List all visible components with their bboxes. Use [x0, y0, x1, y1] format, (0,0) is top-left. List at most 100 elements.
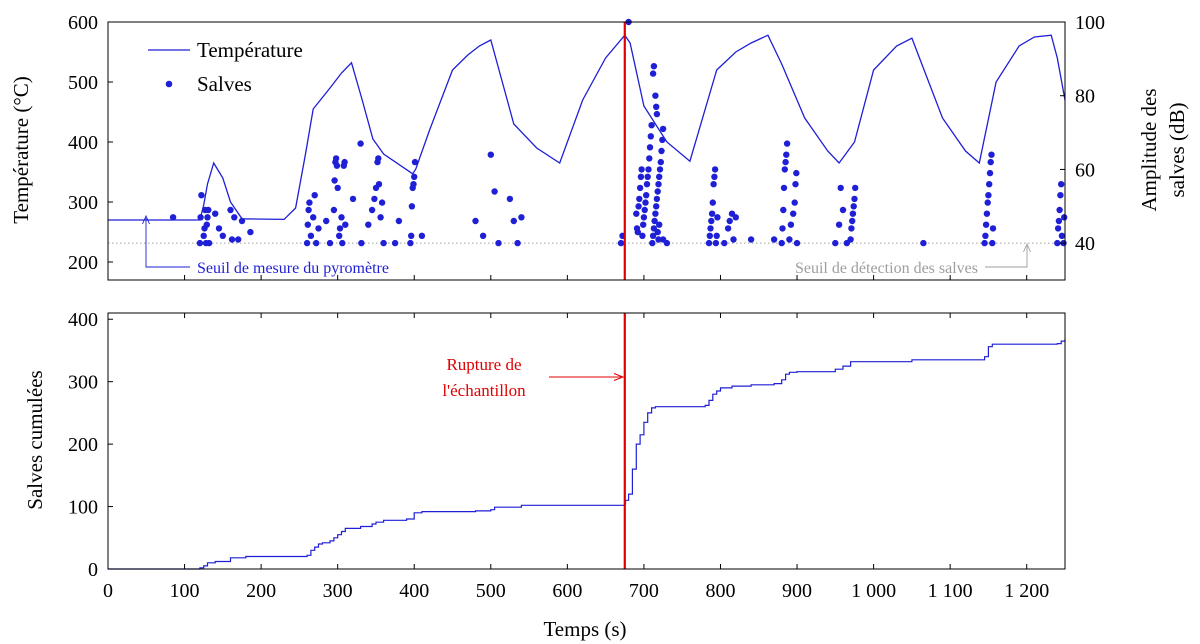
- salve-point: [705, 239, 713, 247]
- salve-point: [1061, 214, 1068, 221]
- salve-point: [656, 221, 663, 228]
- x-tick-label: 1 100: [928, 580, 973, 602]
- salve-point: [655, 236, 662, 243]
- right-tick-label: 40: [1075, 233, 1095, 255]
- salve-point: [663, 239, 671, 247]
- salve-point: [655, 181, 662, 188]
- salve-point: [408, 232, 415, 239]
- salve-point: [986, 181, 993, 188]
- salve-point: [649, 232, 657, 239]
- salve-point: [313, 239, 320, 247]
- salve-point: [1058, 232, 1066, 239]
- salve-point: [646, 155, 653, 162]
- salve-point: [730, 236, 737, 243]
- salve-point: [368, 206, 376, 214]
- salve-point: [654, 188, 661, 195]
- salve-point: [708, 217, 715, 225]
- salve-point: [204, 214, 211, 221]
- salve-point: [644, 173, 651, 180]
- salve-point: [989, 239, 996, 247]
- salve-point: [653, 110, 661, 118]
- salve-point: [786, 236, 793, 243]
- salve-point: [656, 173, 663, 180]
- salve-point: [637, 173, 645, 180]
- salve-point: [495, 239, 502, 247]
- salve-point: [849, 217, 856, 225]
- salve-point: [391, 239, 399, 247]
- salve-point: [982, 232, 989, 239]
- temperature-salves-chart: 200 300 400 500 600 40 60 80 100 Température (°…: [9, 12, 1189, 281]
- salve-point: [986, 169, 994, 177]
- detection-arrow: [985, 246, 1028, 268]
- salve-point: [792, 181, 799, 188]
- salve-point: [198, 192, 205, 199]
- salve-point: [712, 239, 720, 247]
- salve-point: [780, 206, 787, 214]
- salve-point: [247, 228, 254, 236]
- left-tick-label: 200: [68, 252, 98, 274]
- rupture-label-line1: Rupture de: [446, 355, 521, 374]
- right-tick-label: 60: [1075, 159, 1095, 181]
- salve-point: [338, 214, 345, 221]
- salve-point: [491, 188, 498, 195]
- salve-point: [783, 151, 790, 158]
- salve-point: [339, 239, 346, 247]
- pyrometer-arrow-head: [142, 214, 150, 225]
- salve-point: [658, 147, 665, 155]
- salve-point: [732, 214, 739, 221]
- salve-point: [852, 184, 859, 192]
- salve-point: [506, 195, 514, 203]
- salve-point: [988, 151, 995, 158]
- salve-point: [1055, 217, 1063, 225]
- salve-point: [304, 221, 311, 228]
- salve-point: [643, 192, 650, 199]
- top-left-axis-ticks: 200 300 400 500 600: [68, 12, 113, 274]
- salve-point: [653, 103, 660, 111]
- legend-label-temperature: Température: [197, 38, 303, 62]
- salve-point: [643, 181, 651, 188]
- salve-point: [330, 206, 338, 214]
- salve-point: [510, 217, 517, 225]
- cumulative-line: [108, 339, 1066, 570]
- salve-point: [331, 177, 338, 184]
- salve-point: [636, 195, 643, 203]
- x-tick-label: 300: [323, 580, 353, 602]
- top-left-axis-label: Température (°C): [9, 76, 33, 223]
- salve-point: [646, 144, 654, 151]
- salve-point: [651, 217, 658, 225]
- salve-point: [654, 228, 661, 236]
- salve-point: [1058, 181, 1065, 188]
- salve-point: [303, 239, 311, 247]
- salve-point: [358, 239, 365, 247]
- salve-point: [714, 214, 721, 221]
- salve-point: [648, 122, 655, 129]
- salve-point: [982, 221, 990, 228]
- legend-dot-swatch: [165, 80, 173, 88]
- salve-point: [411, 158, 419, 166]
- salve-point: [357, 140, 364, 147]
- salve-point: [1056, 206, 1063, 214]
- salve-point: [418, 232, 426, 239]
- salve-point: [375, 155, 382, 162]
- salve-point: [653, 203, 660, 210]
- salve-point: [514, 239, 521, 247]
- salve-point: [649, 239, 656, 247]
- salve-point: [332, 155, 340, 162]
- salve-point: [851, 195, 858, 203]
- salve-point: [984, 199, 991, 206]
- salve-point: [647, 133, 654, 140]
- salve-point: [981, 239, 988, 247]
- salve-point: [983, 210, 991, 217]
- x-tick-label: 0: [103, 580, 113, 602]
- salve-point: [638, 166, 645, 173]
- salve-point: [635, 203, 642, 210]
- salve-point: [378, 199, 386, 206]
- salve-point: [707, 225, 714, 232]
- salve-point: [726, 217, 733, 225]
- bottom-y-tick-label: 200: [68, 434, 98, 456]
- salve-point: [342, 221, 349, 228]
- top-right-axis-ticks: 40 60 80 100: [1060, 12, 1105, 255]
- salve-point: [219, 232, 226, 239]
- salve-point: [326, 239, 334, 247]
- detection-threshold-annotation: Seuil de détection des salves: [795, 242, 1031, 277]
